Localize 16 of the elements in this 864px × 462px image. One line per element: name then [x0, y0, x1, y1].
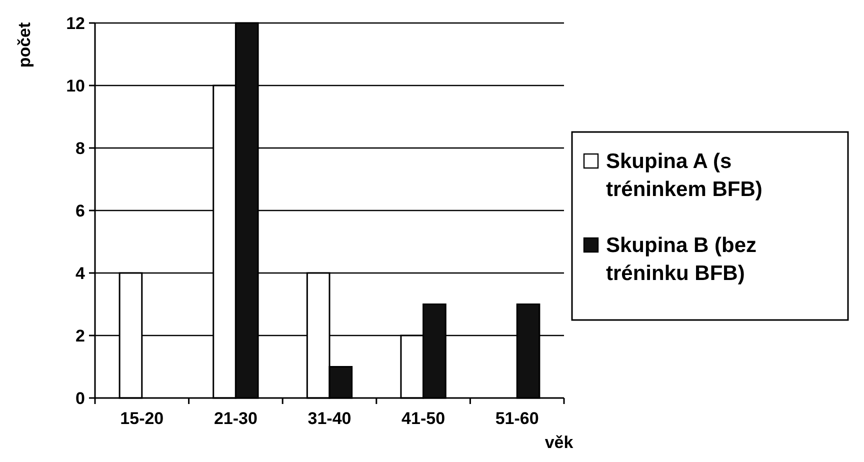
y-tick-label: 10: [66, 76, 85, 96]
y-tick-label: 6: [76, 201, 85, 220]
x-tick-label: 21-30: [214, 409, 258, 428]
y-tick-label: 8: [76, 138, 85, 158]
y-tick-label: 4: [76, 264, 86, 283]
y-tick-label: 2: [76, 326, 85, 346]
x-axis-title: věk: [544, 433, 574, 452]
x-tick-label: 31-40: [308, 409, 352, 428]
legend-label: Skupina A (s tréninkem BFB): [606, 150, 762, 201]
legend-label: Skupina B (bez tréninku BFB): [606, 234, 757, 285]
y-tick-label: 0: [76, 388, 85, 408]
y-tick-label: 12: [66, 14, 85, 33]
x-tick-label: 41-50: [402, 409, 446, 428]
y-axis-title: počet: [15, 22, 34, 68]
x-tick-label: 51-60: [495, 409, 539, 428]
x-tick-label: 15-20: [120, 409, 164, 428]
